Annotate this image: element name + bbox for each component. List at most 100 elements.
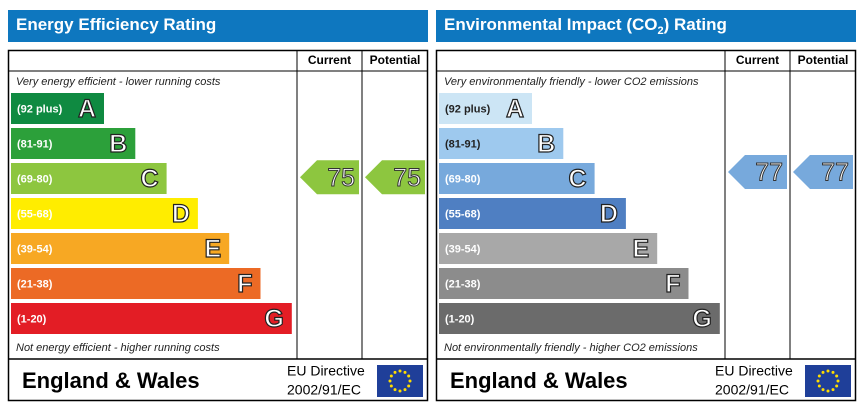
band-range: (55-68)	[17, 208, 53, 220]
rating-value: 75	[393, 164, 421, 192]
band-letter: E	[205, 235, 222, 263]
rating-arrow	[300, 160, 359, 195]
rating-band	[11, 198, 198, 229]
band-range: (92 plus)	[445, 103, 491, 115]
panel: Environmental Impact (CO2) Rating Current…	[435, 10, 857, 402]
directive-code: 2002/91/EC	[287, 382, 361, 398]
title-bar	[8, 10, 428, 42]
band-range: (21-38)	[445, 278, 481, 290]
column-header: Potential	[798, 53, 849, 67]
flag-star	[403, 388, 407, 392]
column-header: Current	[736, 53, 779, 67]
flag-star	[398, 369, 402, 373]
band-letter: D	[600, 200, 618, 228]
band-range: (39-54)	[445, 243, 481, 255]
panel-title: Energy Efficiency Rating	[16, 15, 216, 34]
flag-star	[835, 374, 839, 378]
band-range: (81-91)	[445, 138, 481, 150]
flag-star	[398, 389, 402, 393]
band-range: (39-54)	[17, 243, 53, 255]
table-frame	[435, 49, 857, 402]
flag-star	[821, 388, 825, 392]
flag-star	[408, 379, 412, 383]
rating-band	[439, 198, 626, 229]
rating-value: 77	[821, 159, 849, 187]
band-range: (1-20)	[17, 313, 47, 325]
rating-band	[11, 128, 136, 159]
flag-star	[389, 384, 393, 388]
flag-star	[403, 370, 407, 374]
title-part: Environmental Impact (CO	[444, 15, 657, 34]
flag-star	[836, 379, 840, 383]
flag-star	[826, 389, 830, 393]
band-letter: F	[665, 270, 680, 298]
flag-star	[831, 370, 835, 374]
panel: Energy Efficiency Rating Current Potential…	[7, 10, 429, 402]
top-note: Very environmentally friendly - lower CO…	[444, 76, 699, 88]
flag-star	[831, 388, 835, 392]
flag-star	[389, 374, 393, 378]
band-letter: B	[109, 130, 127, 158]
band-range: (21-38)	[17, 278, 53, 290]
directive-code: 2002/91/EC	[715, 382, 789, 398]
band-range: (92 plus)	[17, 103, 63, 115]
directive: EU Directive	[287, 363, 365, 379]
panel-title: Environmental Impact (CO2) Rating	[444, 15, 727, 36]
rating-arrow	[365, 160, 425, 195]
band-range: (55-68)	[445, 208, 481, 220]
rating-value: 77	[755, 159, 783, 187]
rating-band	[439, 233, 658, 264]
flag-star	[816, 379, 820, 383]
rating-band	[11, 303, 292, 334]
flag-star	[393, 388, 397, 392]
rating-band	[439, 163, 595, 194]
column-header: Current	[308, 53, 351, 67]
band-letter: C	[569, 165, 587, 193]
region: England & Wales	[450, 368, 628, 393]
flag-star	[817, 374, 821, 378]
flag-star	[393, 370, 397, 374]
band-letter: G	[264, 305, 283, 333]
rating-band	[439, 128, 564, 159]
bottom-note: Not environmentally friendly - higher CO…	[444, 342, 698, 354]
flag-star	[835, 384, 839, 388]
title-bar	[436, 10, 856, 42]
rating-band	[11, 93, 104, 124]
flag-star	[817, 384, 821, 388]
region: England & Wales	[22, 368, 200, 393]
band-letter: F	[237, 270, 252, 298]
band-range: (69-80)	[445, 173, 481, 185]
rating-band	[439, 268, 689, 299]
band-letter: B	[537, 130, 555, 158]
flag-star	[407, 374, 411, 378]
band-letter: A	[506, 95, 524, 123]
band-range: (81-91)	[17, 138, 53, 150]
rating-arrow	[793, 155, 853, 190]
column-header: Potential	[370, 53, 421, 67]
band-letter: D	[172, 200, 190, 228]
title-part: Energy Efficiency Rating	[16, 15, 216, 34]
rating-arrow	[728, 155, 787, 190]
flag-star	[388, 379, 392, 383]
flag-star	[407, 384, 411, 388]
top-note: Very energy efficient - lower running co…	[16, 76, 221, 88]
table-frame	[7, 49, 429, 402]
band-letter: A	[78, 95, 96, 123]
band-range: (69-80)	[17, 173, 53, 185]
rating-band	[439, 303, 720, 334]
band-range: (1-20)	[445, 313, 475, 325]
rating-band	[11, 163, 167, 194]
directive: EU Directive	[715, 363, 793, 379]
band-letter: G	[692, 305, 711, 333]
bottom-note: Not energy efficient - higher running co…	[16, 342, 220, 354]
rating-band	[11, 233, 230, 264]
flag-star	[826, 369, 830, 373]
rating-band	[439, 93, 532, 124]
title-part: 2	[657, 25, 663, 37]
rating-band	[11, 268, 261, 299]
title-part: ) Rating	[664, 15, 727, 34]
flag-star	[821, 370, 825, 374]
band-letter: E	[633, 235, 650, 263]
band-letter: C	[141, 165, 159, 193]
